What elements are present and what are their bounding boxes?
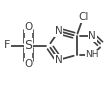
Text: F: F — [3, 40, 10, 51]
Text: NH: NH — [85, 51, 99, 59]
Text: S: S — [24, 39, 32, 52]
Text: O: O — [24, 59, 32, 69]
Text: N: N — [55, 55, 63, 65]
Text: N: N — [55, 26, 63, 36]
Text: N: N — [88, 31, 96, 41]
Text: Cl: Cl — [78, 12, 88, 22]
Text: O: O — [24, 22, 32, 32]
